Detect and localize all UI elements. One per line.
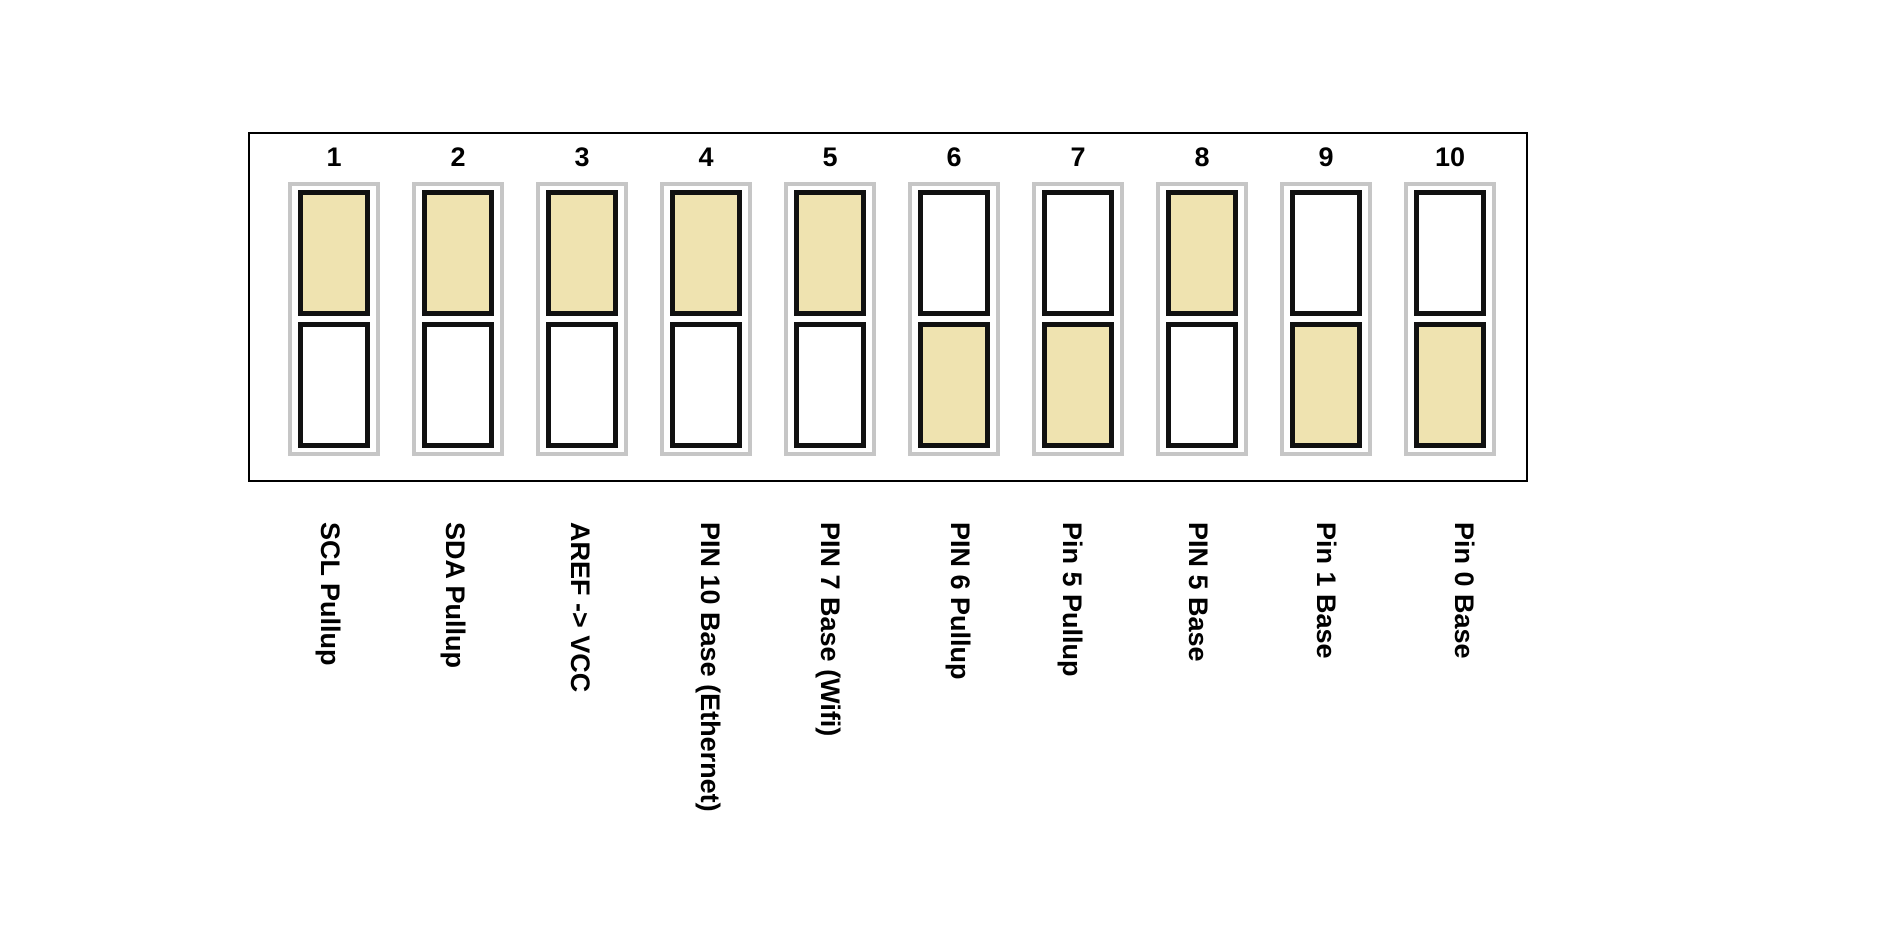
switch-slot-top <box>918 190 990 316</box>
switch-lever-on <box>670 190 742 316</box>
switch-slot-top <box>1290 190 1362 316</box>
switch-label: Pin 0 Base <box>1449 522 1479 659</box>
switch-label: PIN 7 Base (Wifi) <box>815 522 845 737</box>
switch-housing <box>536 182 628 456</box>
switch-housing <box>1032 182 1124 456</box>
switch-slot-top <box>1042 190 1114 316</box>
switch-number: 8 <box>1194 142 1210 172</box>
switch-slot-bottom <box>670 322 742 448</box>
switch-housing <box>660 182 752 456</box>
switch-number: 10 <box>1434 142 1466 172</box>
switch-housing <box>1156 182 1248 456</box>
switch-label: PIN 10 Base (Ethernet) <box>695 522 725 812</box>
switch-label: SDA Pullup <box>440 522 470 668</box>
switch-slot-bottom <box>794 322 866 448</box>
switch-number: 9 <box>1318 142 1334 172</box>
switch-lever-on <box>794 190 866 316</box>
switch-label: AREF -> VCC <box>565 522 595 693</box>
switch-number: 6 <box>946 142 962 172</box>
switch-housing <box>1280 182 1372 456</box>
switch-lever-on <box>1042 322 1114 448</box>
switch-label: Pin 5 Pullup <box>1057 522 1087 677</box>
switch-number: 4 <box>698 142 714 172</box>
switch-slot-top <box>1414 190 1486 316</box>
switch-number: 1 <box>326 142 342 172</box>
switch-lever-on <box>1414 322 1486 448</box>
switch-lever-on <box>298 190 370 316</box>
switch-lever-on <box>546 190 618 316</box>
switch-housing <box>1404 182 1496 456</box>
switch-number: 5 <box>822 142 838 172</box>
switch-slot-bottom <box>546 322 618 448</box>
switch-slot-bottom <box>1166 322 1238 448</box>
switch-slot-bottom <box>422 322 494 448</box>
switch-label: Pin 1 Base <box>1311 522 1341 659</box>
switch-housing <box>288 182 380 456</box>
switch-lever-on <box>918 322 990 448</box>
dip-switch-panel: 1 2 3 4 5 6 7 8 9 10 <box>248 132 1528 482</box>
switch-lever-on <box>1290 322 1362 448</box>
switch-housing <box>412 182 504 456</box>
switch-label: PIN 6 Pullup <box>945 522 975 680</box>
switch-slot-bottom <box>298 322 370 448</box>
switch-lever-on <box>1166 190 1238 316</box>
switch-number: 2 <box>450 142 466 172</box>
switch-number: 3 <box>574 142 590 172</box>
switch-housing <box>784 182 876 456</box>
switch-number: 7 <box>1070 142 1086 172</box>
switch-label: PIN 5 Base <box>1183 522 1213 662</box>
switch-housing <box>908 182 1000 456</box>
switch-lever-on <box>422 190 494 316</box>
switch-label: SCL Pullup <box>315 522 345 666</box>
